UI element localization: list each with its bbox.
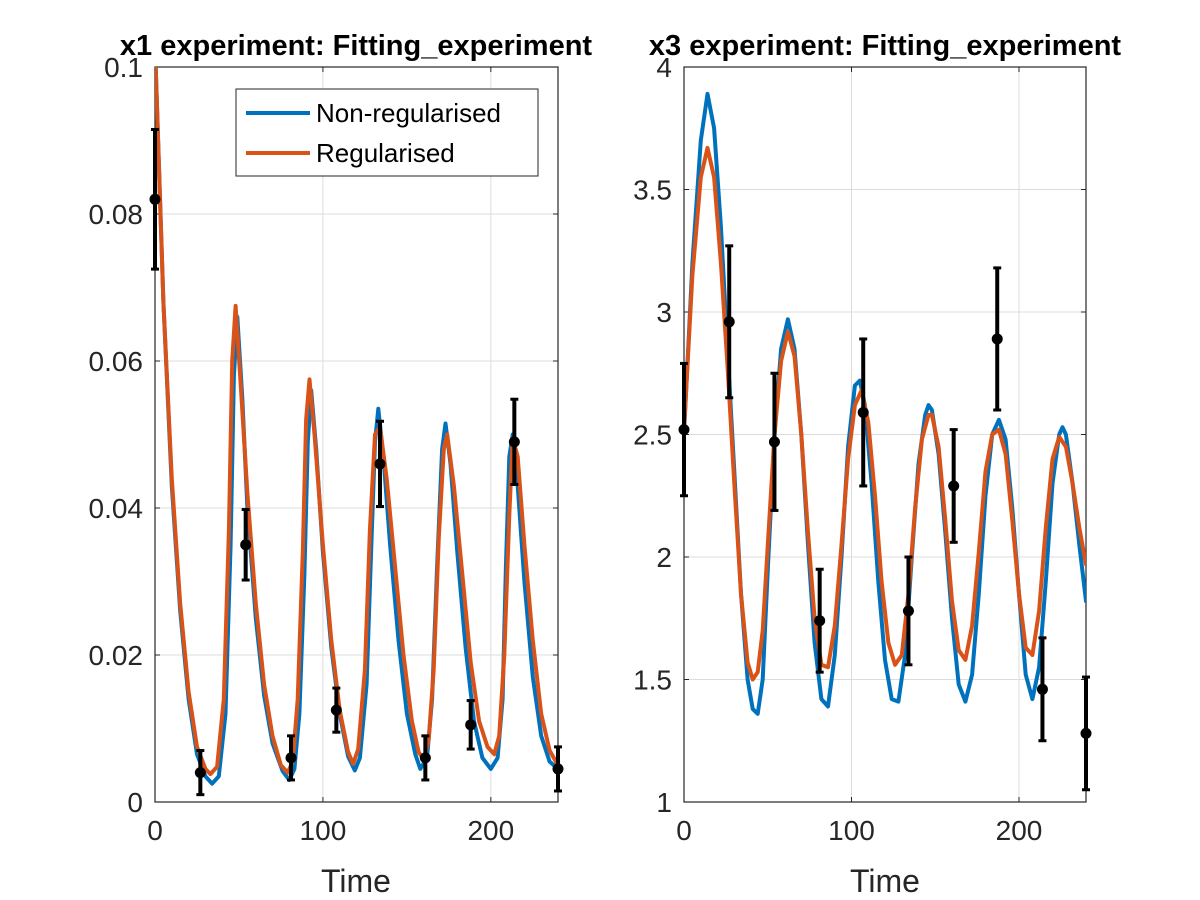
x1-data-point — [285, 752, 297, 764]
x3-y-tick-label: 4 — [656, 52, 672, 83]
subplot-x1: 0 100 200 0 0.02 0.04 0.06 0.08 0.1 x1 experimen… — [89, 30, 593, 899]
x1-x-tick-label: 100 — [300, 815, 347, 846]
x3-series — [684, 91, 1086, 716]
x1-data-points — [149, 127, 564, 797]
x3-x-axis-label: Time — [850, 863, 920, 899]
x3-data-point — [678, 424, 690, 436]
x1-axes-box — [154, 66, 559, 803]
x3-data-point — [768, 436, 780, 448]
legend-label-non-regularised: Non-regularised — [316, 98, 501, 128]
x3-data-point — [902, 605, 914, 617]
x3-y-tick-label: 1.5 — [633, 665, 672, 696]
x3-data-point — [857, 406, 869, 418]
x1-x-axis-label: Time — [321, 863, 391, 899]
x1-ticks: 0 100 200 0 0.02 0.04 0.06 0.08 0.1 — [89, 52, 558, 846]
x1-x-tick-label: 0 — [147, 815, 163, 846]
x3-y-tick-label: 1 — [656, 787, 672, 818]
x3-x-tick-label: 100 — [828, 815, 875, 846]
x1-data-point — [419, 752, 431, 764]
x1-data-point — [374, 458, 386, 470]
x3-data-point — [723, 316, 735, 328]
x3-data-point — [948, 480, 960, 492]
legend-box — [235, 88, 539, 177]
x1-series-line-regularised — [155, 67, 558, 777]
x1-data-point — [508, 436, 520, 448]
legend-label-regularised: Regularised — [316, 138, 455, 168]
x1-y-tick-label: 0.1 — [104, 52, 143, 83]
x3-ticks: 0 100 200 1 1.5 2 2.5 3 3.5 4 — [633, 52, 1086, 846]
x1-y-tick-label: 0.04 — [89, 493, 144, 524]
x1-data-point — [330, 704, 342, 716]
x1-data-point — [552, 763, 564, 775]
x3-series-line-regularised — [684, 145, 1086, 682]
x1-series — [155, 67, 558, 786]
x1-data-point — [240, 539, 252, 551]
x1-y-tick-label: 0.02 — [89, 640, 144, 671]
x3-plot-title: x3 experiment: Fitting_experiment — [649, 30, 1122, 62]
x3-data-point — [814, 615, 826, 627]
x3-data-point — [1036, 683, 1048, 695]
x1-x-tick-label: 200 — [467, 815, 514, 846]
x3-y-tick-label: 2.5 — [633, 420, 672, 451]
x3-y-tick-label: 2 — [656, 542, 672, 573]
x3-y-tick-label: 3 — [656, 297, 672, 328]
x1-data-point — [149, 193, 161, 205]
x3-y-tick-label: 3.5 — [633, 175, 672, 206]
subplot-x3: 0 100 200 1 1.5 2 2.5 3 3.5 4 x3 experiment: Fitt… — [633, 30, 1121, 899]
x3-data-point — [991, 333, 1003, 345]
legend: Non-regularised Regularised — [235, 88, 539, 177]
x3-data-point — [1080, 727, 1092, 739]
x3-x-tick-label: 200 — [996, 815, 1043, 846]
x3-data-points — [678, 244, 1092, 792]
x1-data-point — [194, 767, 206, 779]
x1-y-tick-label: 0.06 — [89, 346, 144, 377]
x1-data-point — [465, 719, 477, 731]
x1-plot-title: x1 experiment: Fitting_experiment — [120, 30, 593, 62]
x1-y-tick-label: 0.08 — [89, 199, 144, 230]
x3-x-tick-label: 0 — [676, 815, 692, 846]
x1-y-tick-label: 0 — [127, 787, 143, 818]
